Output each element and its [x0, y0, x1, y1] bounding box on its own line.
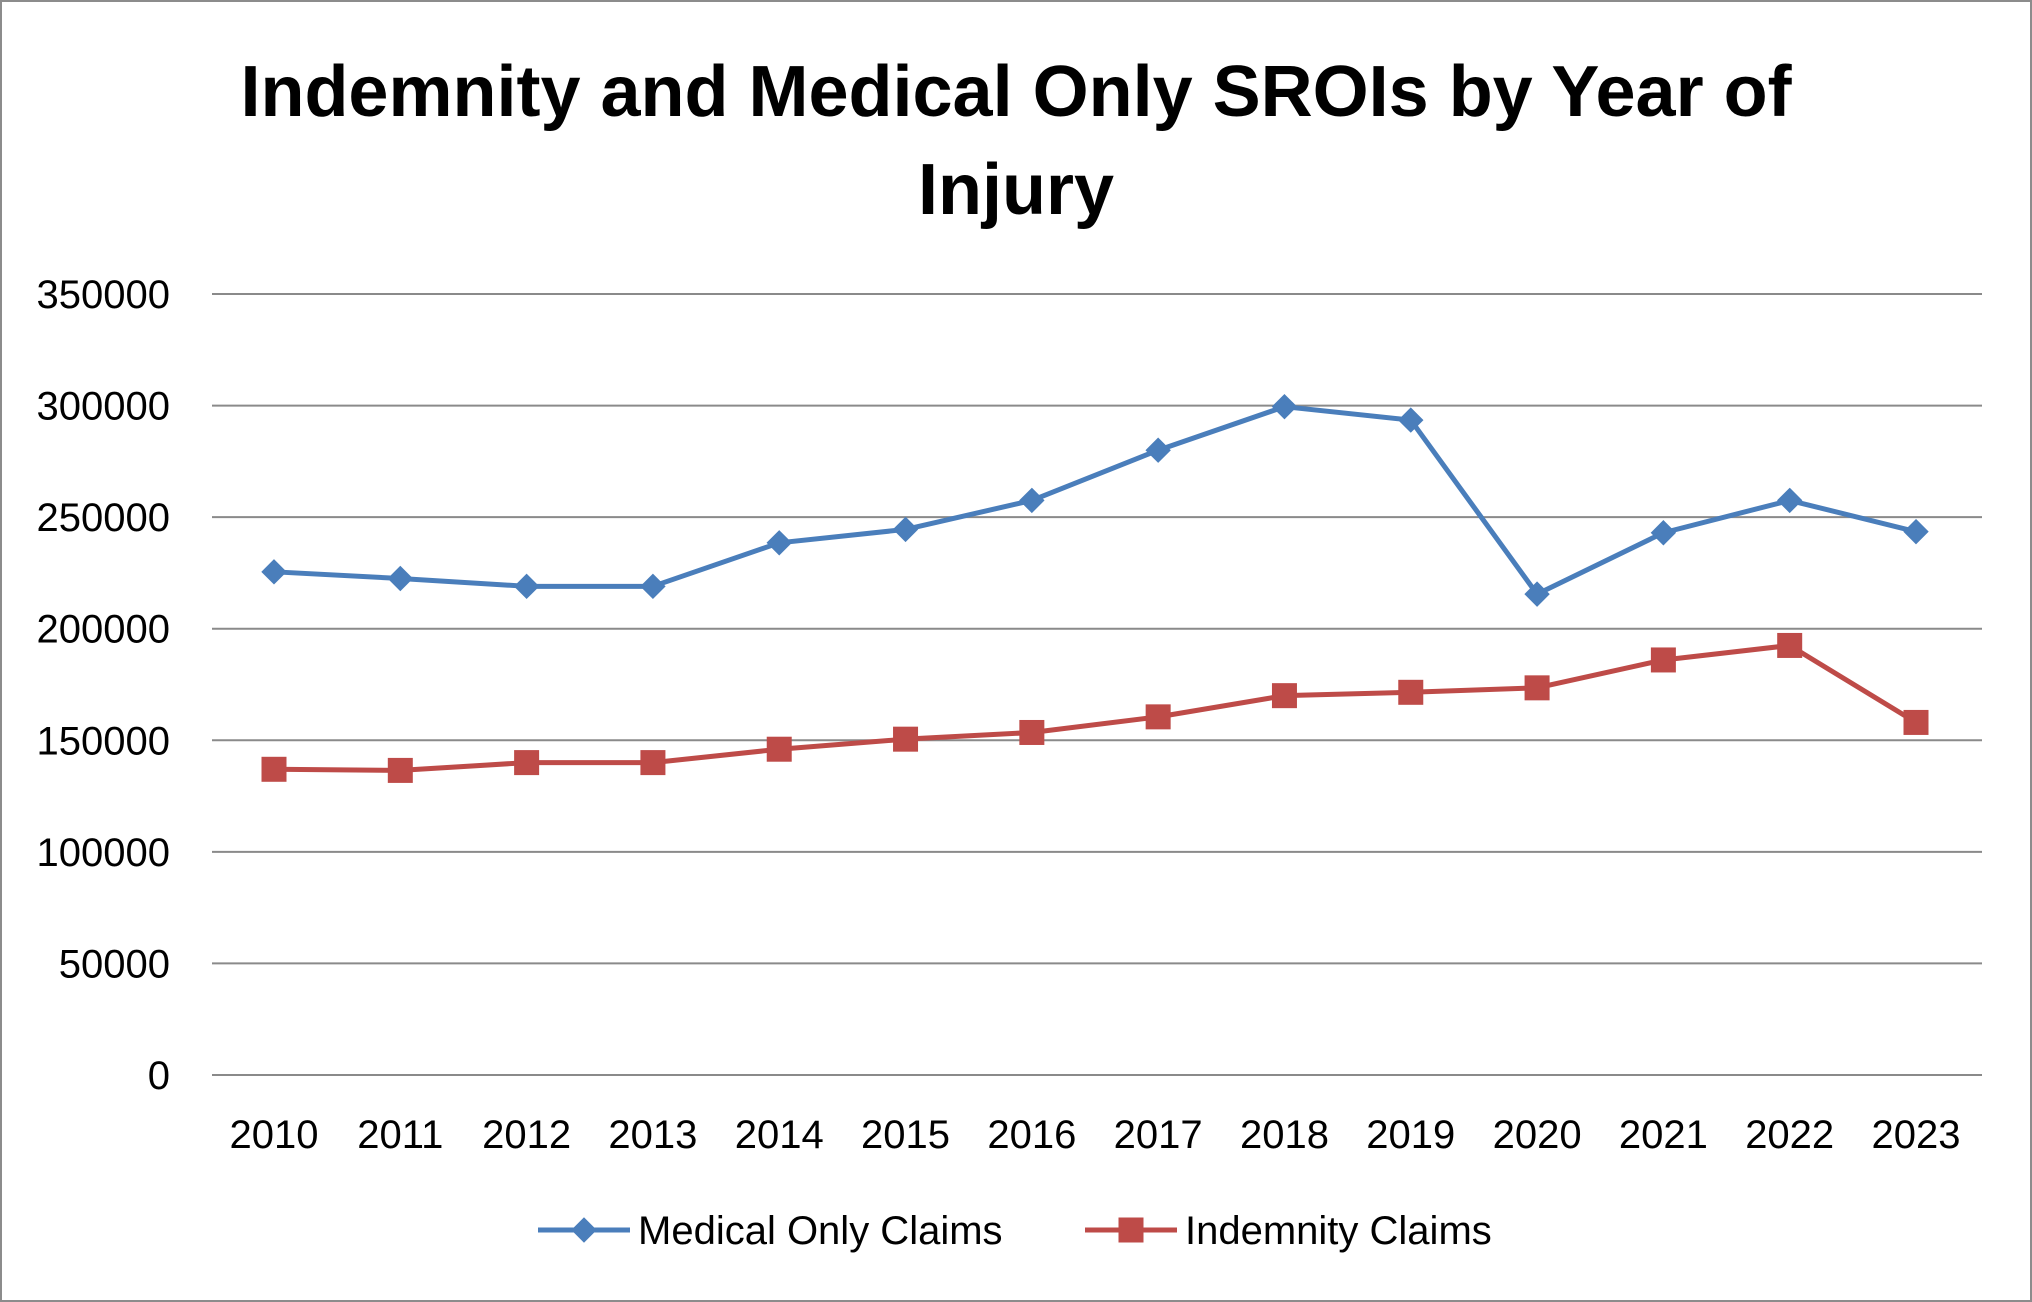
x-tick-label: 2015 [861, 1113, 950, 1157]
x-tick-label: 2018 [1240, 1113, 1329, 1157]
y-tick-label: 250000 [37, 496, 170, 540]
diamond-point [640, 573, 666, 600]
y-tick-label: 100000 [37, 831, 170, 875]
square-point [1524, 675, 1550, 701]
series-line [273, 642, 1918, 773]
square-point [514, 750, 540, 776]
x-tick-label: 2010 [230, 1113, 319, 1157]
x-tick-label: 2011 [357, 1113, 443, 1157]
square-point [1145, 704, 1171, 730]
x-tick-label: 2022 [1745, 1113, 1834, 1157]
x-tick-label: 2016 [987, 1113, 1076, 1157]
data-series [261, 393, 1929, 783]
x-tick-label: 2021 [1619, 1113, 1708, 1157]
diamond-point [1903, 518, 1929, 545]
series-line [273, 404, 1917, 597]
gridlines [212, 293, 1982, 1076]
diamond-point [766, 530, 792, 556]
y-tick-label: 150000 [37, 719, 170, 763]
diamond-point [1271, 393, 1298, 420]
series-medical-only-claims [261, 393, 1929, 607]
x-axis-tick-labels: 2010 2011 2012 2013 2014 2015 2016 2017 2018 2019… [230, 1113, 1961, 1157]
legend-square-marker [1118, 1217, 1144, 1243]
legend-label: Medical Only Claims [638, 1209, 1003, 1253]
legend: Medical Only Claims Indemnity Claims [538, 1209, 1492, 1253]
square-point [1903, 709, 1929, 735]
diamond-point [1145, 437, 1171, 463]
square-point [1777, 632, 1803, 658]
legend-label: Indemnity Claims [1185, 1209, 1492, 1253]
x-tick-label: 2019 [1366, 1113, 1455, 1157]
x-tick-label: 2020 [1493, 1113, 1582, 1157]
y-axis-tick-labels: 0 50000 100000 150000 200000 250000 300000 3500… [37, 273, 170, 1098]
square-point [766, 736, 792, 762]
legend-item-indemnity-claims: Indemnity Claims [1085, 1209, 1492, 1253]
x-tick-label: 2013 [608, 1113, 697, 1157]
diamond-point [892, 516, 919, 543]
y-tick-label: 300000 [37, 385, 170, 429]
diamond-point [1650, 520, 1677, 546]
diamond-point [261, 559, 287, 585]
y-tick-label: 50000 [59, 942, 170, 986]
diamond-point [1776, 487, 1803, 514]
square-point [640, 750, 666, 776]
diamond-point [1524, 581, 1550, 607]
y-tick-label: 350000 [37, 273, 170, 317]
chart-title-line-1: Indemnity and Medical Only SROIs by Year… [240, 52, 1792, 132]
y-tick-label: 0 [148, 1054, 170, 1098]
square-point [893, 726, 919, 752]
x-tick-label: 2017 [1114, 1113, 1203, 1157]
diamond-point [1398, 407, 1424, 433]
y-tick-label: 200000 [37, 608, 170, 652]
square-point [1650, 647, 1676, 673]
diamond-point [513, 573, 540, 600]
square-point [387, 757, 413, 783]
series-indemnity-claims [261, 632, 1929, 783]
square-point [1398, 679, 1424, 705]
diamond-point [387, 565, 414, 592]
legend-diamond-marker [571, 1217, 597, 1243]
chart-title-line-2: Injury [918, 150, 1114, 230]
x-tick-label: 2012 [482, 1113, 571, 1157]
diamond-point [1019, 487, 1045, 514]
square-point [261, 756, 287, 782]
x-tick-label: 2023 [1872, 1113, 1961, 1157]
x-tick-label: 2014 [735, 1113, 824, 1157]
square-point [1019, 719, 1045, 745]
legend-item-medical-only-claims: Medical Only Claims [538, 1209, 1003, 1253]
square-point [1271, 683, 1297, 709]
